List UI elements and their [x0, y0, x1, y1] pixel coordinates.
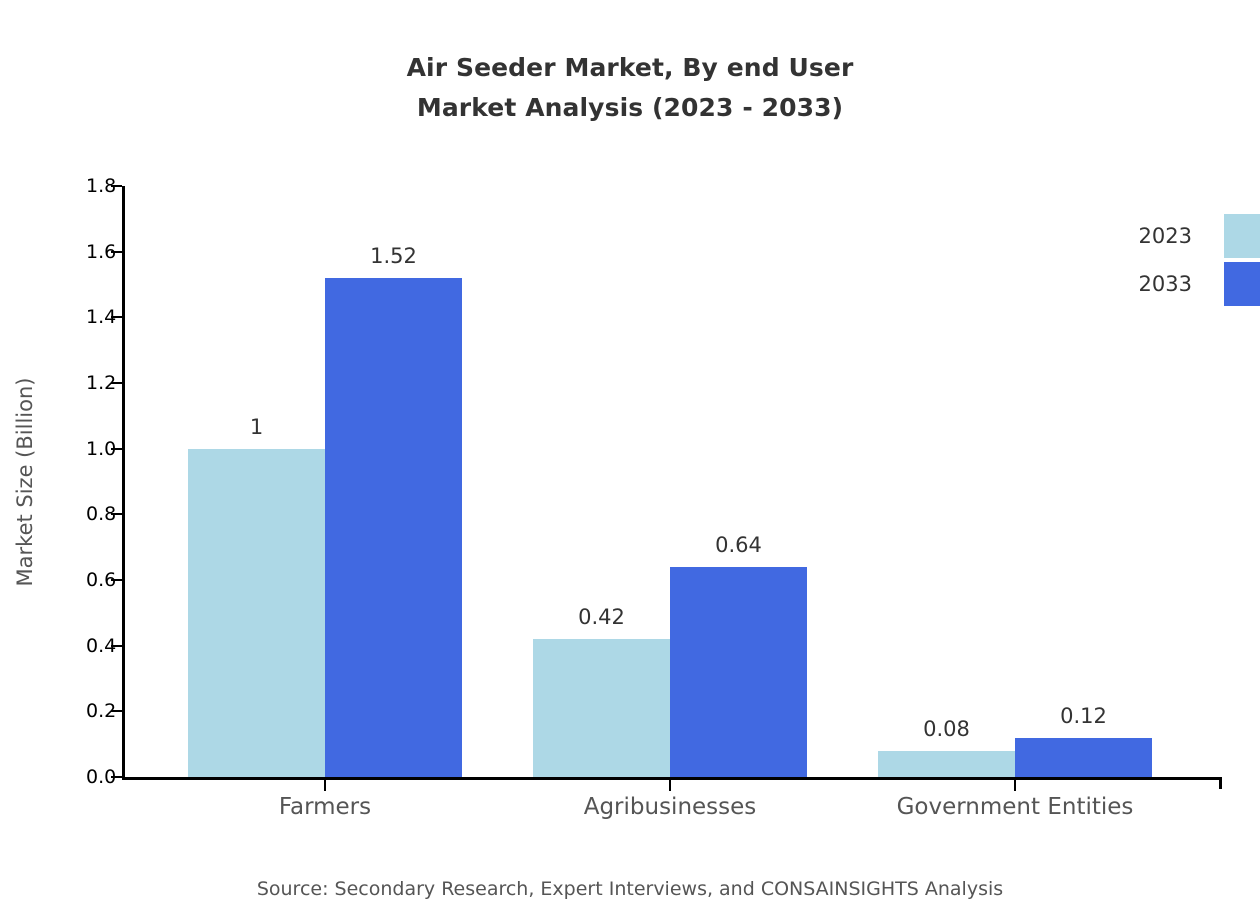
chart-title-line-1: Air Seeder Market, By end User: [406, 53, 854, 82]
x-axis-spine: [122, 777, 1222, 780]
x-tick-label: Agribusinesses: [583, 794, 757, 820]
x-tick-mark: [1014, 780, 1016, 791]
y-tick-mark: [111, 382, 122, 384]
legend-label: 2023: [1138, 224, 1192, 248]
bar-value-label: 0.64: [715, 532, 762, 557]
y-tick-label: 1.0: [86, 437, 117, 460]
y-tick-mark: [111, 250, 122, 253]
legend-label: 2033: [1138, 272, 1192, 296]
chart-title: Air Seeder Market, By end User Market An…: [0, 48, 1260, 128]
y-tick-label: 0.2: [86, 700, 117, 723]
bar-farmers-2023: [188, 448, 325, 777]
x-tick-label: Government Entities: [896, 794, 1134, 820]
y-tick-mark: [111, 316, 122, 319]
bar-government-entities-2023: [878, 750, 1015, 777]
y-tick-mark: [111, 644, 122, 647]
bar-value-label: 1: [249, 414, 264, 439]
y-axis-label: Market Size (Billion): [8, 185, 42, 779]
y-tick-label: 1.8: [86, 175, 117, 197]
y-tick-label: 0.6: [86, 569, 117, 591]
plot-area: 0.0 0.2 0.4 0.6 0.8 1.0 1.2 1.4 1.6 1.8 Farmers Ag…: [86, 175, 1222, 820]
y-tick-mark: [111, 579, 122, 581]
x-tick-label: Farmers: [278, 794, 372, 820]
bar-value-label: 0.08: [923, 716, 970, 741]
bar-value-label: 0.12: [1060, 703, 1107, 728]
bar-agribusinesses-2023: [533, 639, 670, 777]
y-tick-mark: [111, 447, 122, 450]
y-axis-spine: [122, 186, 125, 780]
y-tick-label: 0.0: [86, 766, 117, 788]
y-tick-mark: [111, 776, 122, 778]
y-tick-label: 1.4: [86, 306, 117, 329]
y-axis-label-text: Market Size (Billion): [13, 377, 37, 587]
chart-title-line-2: Market Analysis (2023 - 2033): [416, 93, 844, 122]
y-tick-mark: [111, 710, 122, 713]
legend-swatch: [1224, 214, 1260, 258]
bar-agribusinesses-2033: [670, 566, 807, 777]
bar-value-label: 1.52: [370, 243, 417, 268]
y-tick-label: 1.6: [86, 240, 117, 263]
bar-value-label: 0.42: [578, 605, 625, 630]
x-axis-end-tick: [1219, 777, 1222, 789]
bar-farmers-2033: [325, 277, 462, 777]
x-tick-mark: [669, 780, 671, 791]
y-tick-mark: [111, 513, 122, 516]
legend-item-2033[interactable]: 2033: [1080, 262, 1260, 306]
y-tick-mark: [111, 185, 122, 187]
legend-swatch: [1224, 262, 1260, 306]
y-tick-label: 0.4: [86, 634, 117, 657]
y-tick-label: 0.8: [86, 503, 117, 526]
y-tick-label: 1.2: [86, 372, 117, 394]
bar-government-entities-2033: [1015, 737, 1152, 777]
x-tick-mark: [324, 780, 326, 791]
source-note: Source: Secondary Research, Expert Inter…: [256, 878, 1004, 900]
legend-item-2023[interactable]: 2023: [1080, 214, 1260, 258]
chart-legend: 2023 2033: [1080, 214, 1260, 306]
